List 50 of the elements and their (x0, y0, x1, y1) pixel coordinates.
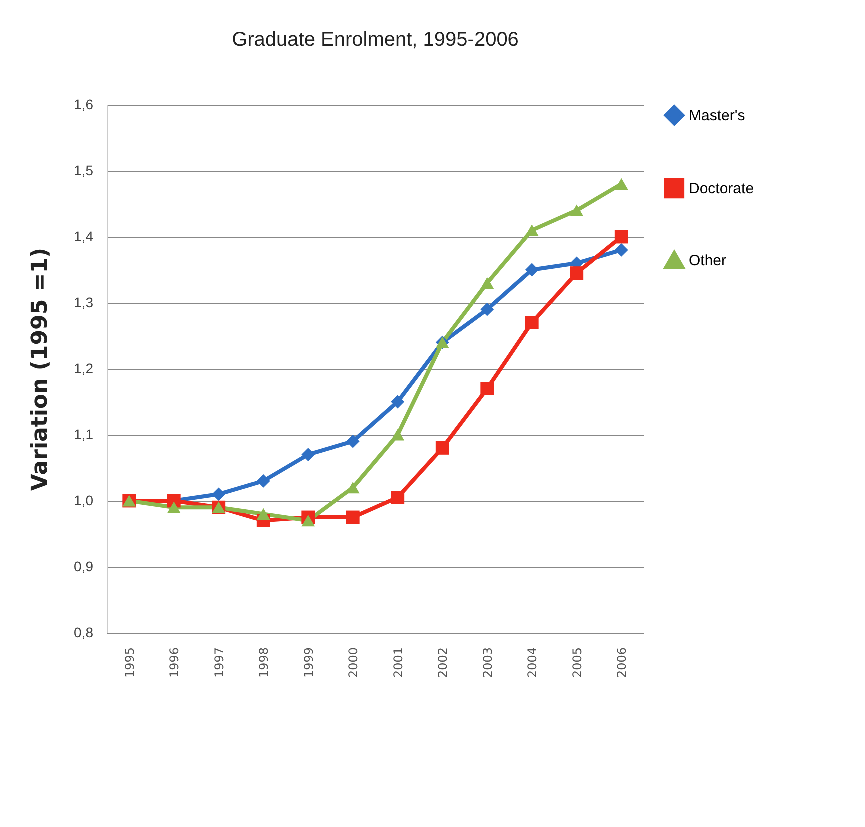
legend-label: Other (689, 252, 727, 270)
point (346, 510, 360, 524)
y-axis-title: Variation (1995 =1) (28, 248, 54, 492)
point (570, 204, 584, 216)
point (480, 302, 494, 316)
point (302, 448, 316, 462)
point (391, 395, 405, 409)
y-tick-label: 0,8 (74, 624, 94, 640)
point (480, 277, 494, 290)
point (614, 178, 628, 190)
y-tick-label: 1,1 (74, 426, 94, 442)
x-tick-label: 2002 (436, 648, 450, 678)
legend-label: Doctorate (689, 180, 754, 198)
x-tick-label: 1997 (212, 648, 226, 678)
x-tick-label: 1998 (257, 648, 272, 678)
y-tick-label: 1,6 (74, 96, 94, 112)
x-tick-label: 2003 (480, 648, 495, 678)
x-tick-label: 2004 (526, 648, 540, 678)
point (391, 429, 405, 441)
point (436, 441, 450, 455)
point (525, 224, 539, 236)
x-tick-label: 2006 (615, 648, 630, 678)
y-tick-label: 1,4 (74, 228, 94, 244)
point (256, 508, 270, 520)
chart-title: Graduate Enrolment, 1995-2006 (232, 29, 519, 51)
y-tick-label: 1,5 (74, 162, 94, 178)
x-tick-label: 1995 (122, 648, 137, 678)
point (302, 514, 316, 527)
legend-label: Master's (689, 108, 746, 124)
point (614, 243, 628, 257)
y-tick-label: 0,9 (74, 558, 94, 574)
x-tick-label: 1996 (168, 648, 182, 678)
point (346, 434, 360, 448)
y-tick-label: 1,0 (74, 492, 94, 508)
x-tick-label: 2005 (570, 648, 584, 678)
point (346, 482, 360, 494)
x-tick-label: 2000 (346, 648, 361, 678)
y-tick-label: 1,3 (74, 294, 94, 310)
point (256, 474, 270, 488)
x-tick-label: 2001 (391, 648, 406, 678)
point (525, 316, 539, 330)
point (614, 230, 628, 244)
x-tick-label: 1999 (302, 648, 316, 678)
point (167, 502, 181, 514)
point (212, 488, 226, 502)
point (525, 263, 539, 277)
point (480, 382, 494, 396)
point (391, 490, 405, 504)
y-tick-label: 1,2 (74, 360, 94, 376)
point (570, 266, 584, 280)
